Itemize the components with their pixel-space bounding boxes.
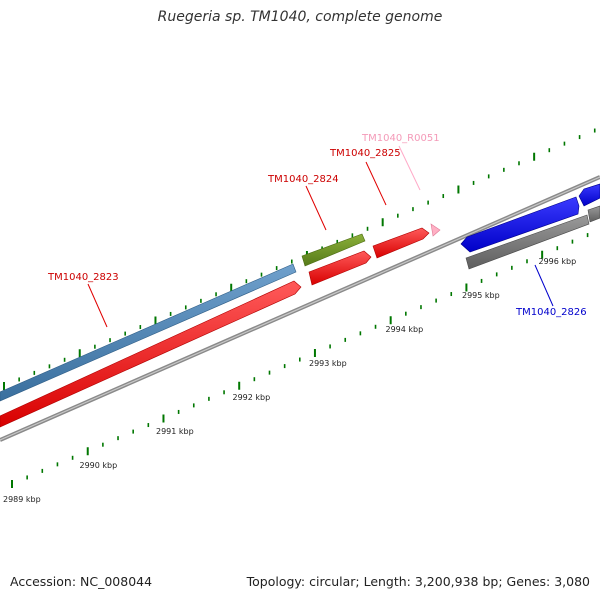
- scale-label-2993: 2993 kbp: [309, 359, 347, 368]
- gene-track-2826[interactable]: [465, 214, 590, 270]
- cds-tm1040-2826[interactable]: [460, 196, 580, 253]
- genome-summary-text: Topology: circular; Length: 3,200,938 bp…: [246, 574, 590, 589]
- backbone-line-outer-highlight: [0, 176, 600, 441]
- scale-label-2992: 2992 kbp: [233, 393, 271, 402]
- scale-label-2994: 2994 kbp: [386, 325, 424, 334]
- accession-text: Accession: NC_008044: [10, 574, 153, 589]
- scale-label-2995: 2995 kbp: [462, 291, 500, 300]
- gene-label-2824[interactable]: TM1040_2824: [267, 174, 339, 185]
- rna-tm1040-r0051[interactable]: [430, 223, 441, 237]
- scale-ticks-outer: [3, 128, 596, 390]
- steelblue-feature-2823[interactable]: [0, 263, 297, 402]
- gene-label-2826[interactable]: TM1040_2826: [515, 307, 587, 318]
- callout-line-2823: [87, 283, 108, 328]
- callout-line-2825: [365, 161, 387, 206]
- cds-tm1040-2823[interactable]: [0, 280, 302, 428]
- map-title: Ruegeria sp. TM1040, complete genome: [157, 9, 443, 25]
- gene-label-r0051[interactable]: TM1040_R0051: [361, 133, 440, 144]
- olive-feature-2824[interactable]: [301, 233, 366, 267]
- cds-tm1040-2824[interactable]: [308, 250, 372, 286]
- scale-ticks-inner: [11, 233, 589, 488]
- scale-label-2996: 2996 kbp: [539, 257, 577, 266]
- scale-label-2991: 2991 kbp: [156, 427, 194, 436]
- callout-line-r0051: [398, 145, 421, 191]
- scale-label-2990: 2990 kbp: [80, 461, 118, 470]
- scale-labels: 2989 kbp 2990 kbp 2991 kbp 2992 kbp 2993 kbp…: [3, 257, 576, 504]
- callout-line-2824: [305, 185, 327, 231]
- cds-tm1040-2825[interactable]: [372, 227, 430, 259]
- scale-label-2989: 2989 kbp: [3, 495, 41, 504]
- cds-offscreen-right[interactable]: [578, 183, 600, 207]
- gene-label-2825[interactable]: TM1040_2825: [329, 148, 401, 159]
- gene-track-offscreen-right[interactable]: [587, 205, 600, 223]
- gene-label-2823[interactable]: TM1040_2823: [47, 272, 119, 283]
- callout-line-2826: [534, 264, 554, 307]
